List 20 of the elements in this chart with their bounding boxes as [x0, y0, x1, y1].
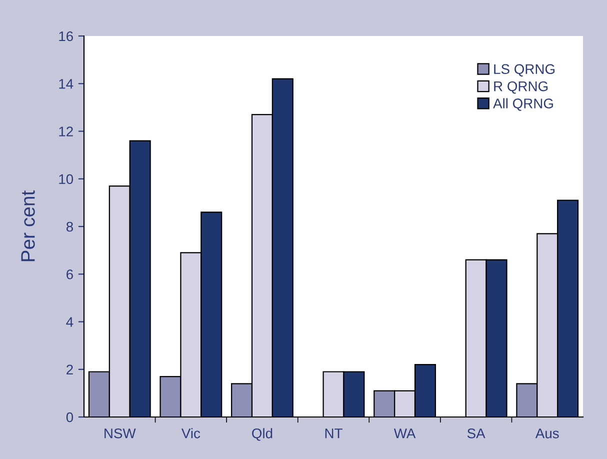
y-tick-label: 14 — [59, 79, 74, 89]
legend-label: LS QRNG — [494, 64, 554, 77]
legend-label: All QRNG — [493, 98, 553, 111]
y-tick-label: 6 — [66, 269, 73, 280]
x-tick-label: NT — [325, 428, 342, 438]
y-tick-label: 16 — [59, 31, 73, 42]
x-tick-label: Vic — [181, 428, 200, 438]
y-axis-title: Per cent — [21, 190, 35, 262]
x-tick-label: NSW — [104, 428, 136, 438]
y-tick-label: 0 — [66, 412, 74, 422]
legend-label: R QRNG — [494, 81, 548, 94]
y-tick-label: 2 — [66, 364, 73, 374]
x-tick-label: SA — [467, 428, 486, 438]
x-tick-label: Aus — [535, 428, 559, 438]
y-tick-label: 12 — [59, 126, 73, 136]
x-tick-label: Qld — [252, 428, 272, 441]
y-tick-label: 8 — [66, 222, 73, 232]
x-tick-label: WA — [394, 428, 416, 438]
y-tick-label: 10 — [59, 174, 74, 184]
y-tick-label: 4 — [66, 317, 74, 327]
